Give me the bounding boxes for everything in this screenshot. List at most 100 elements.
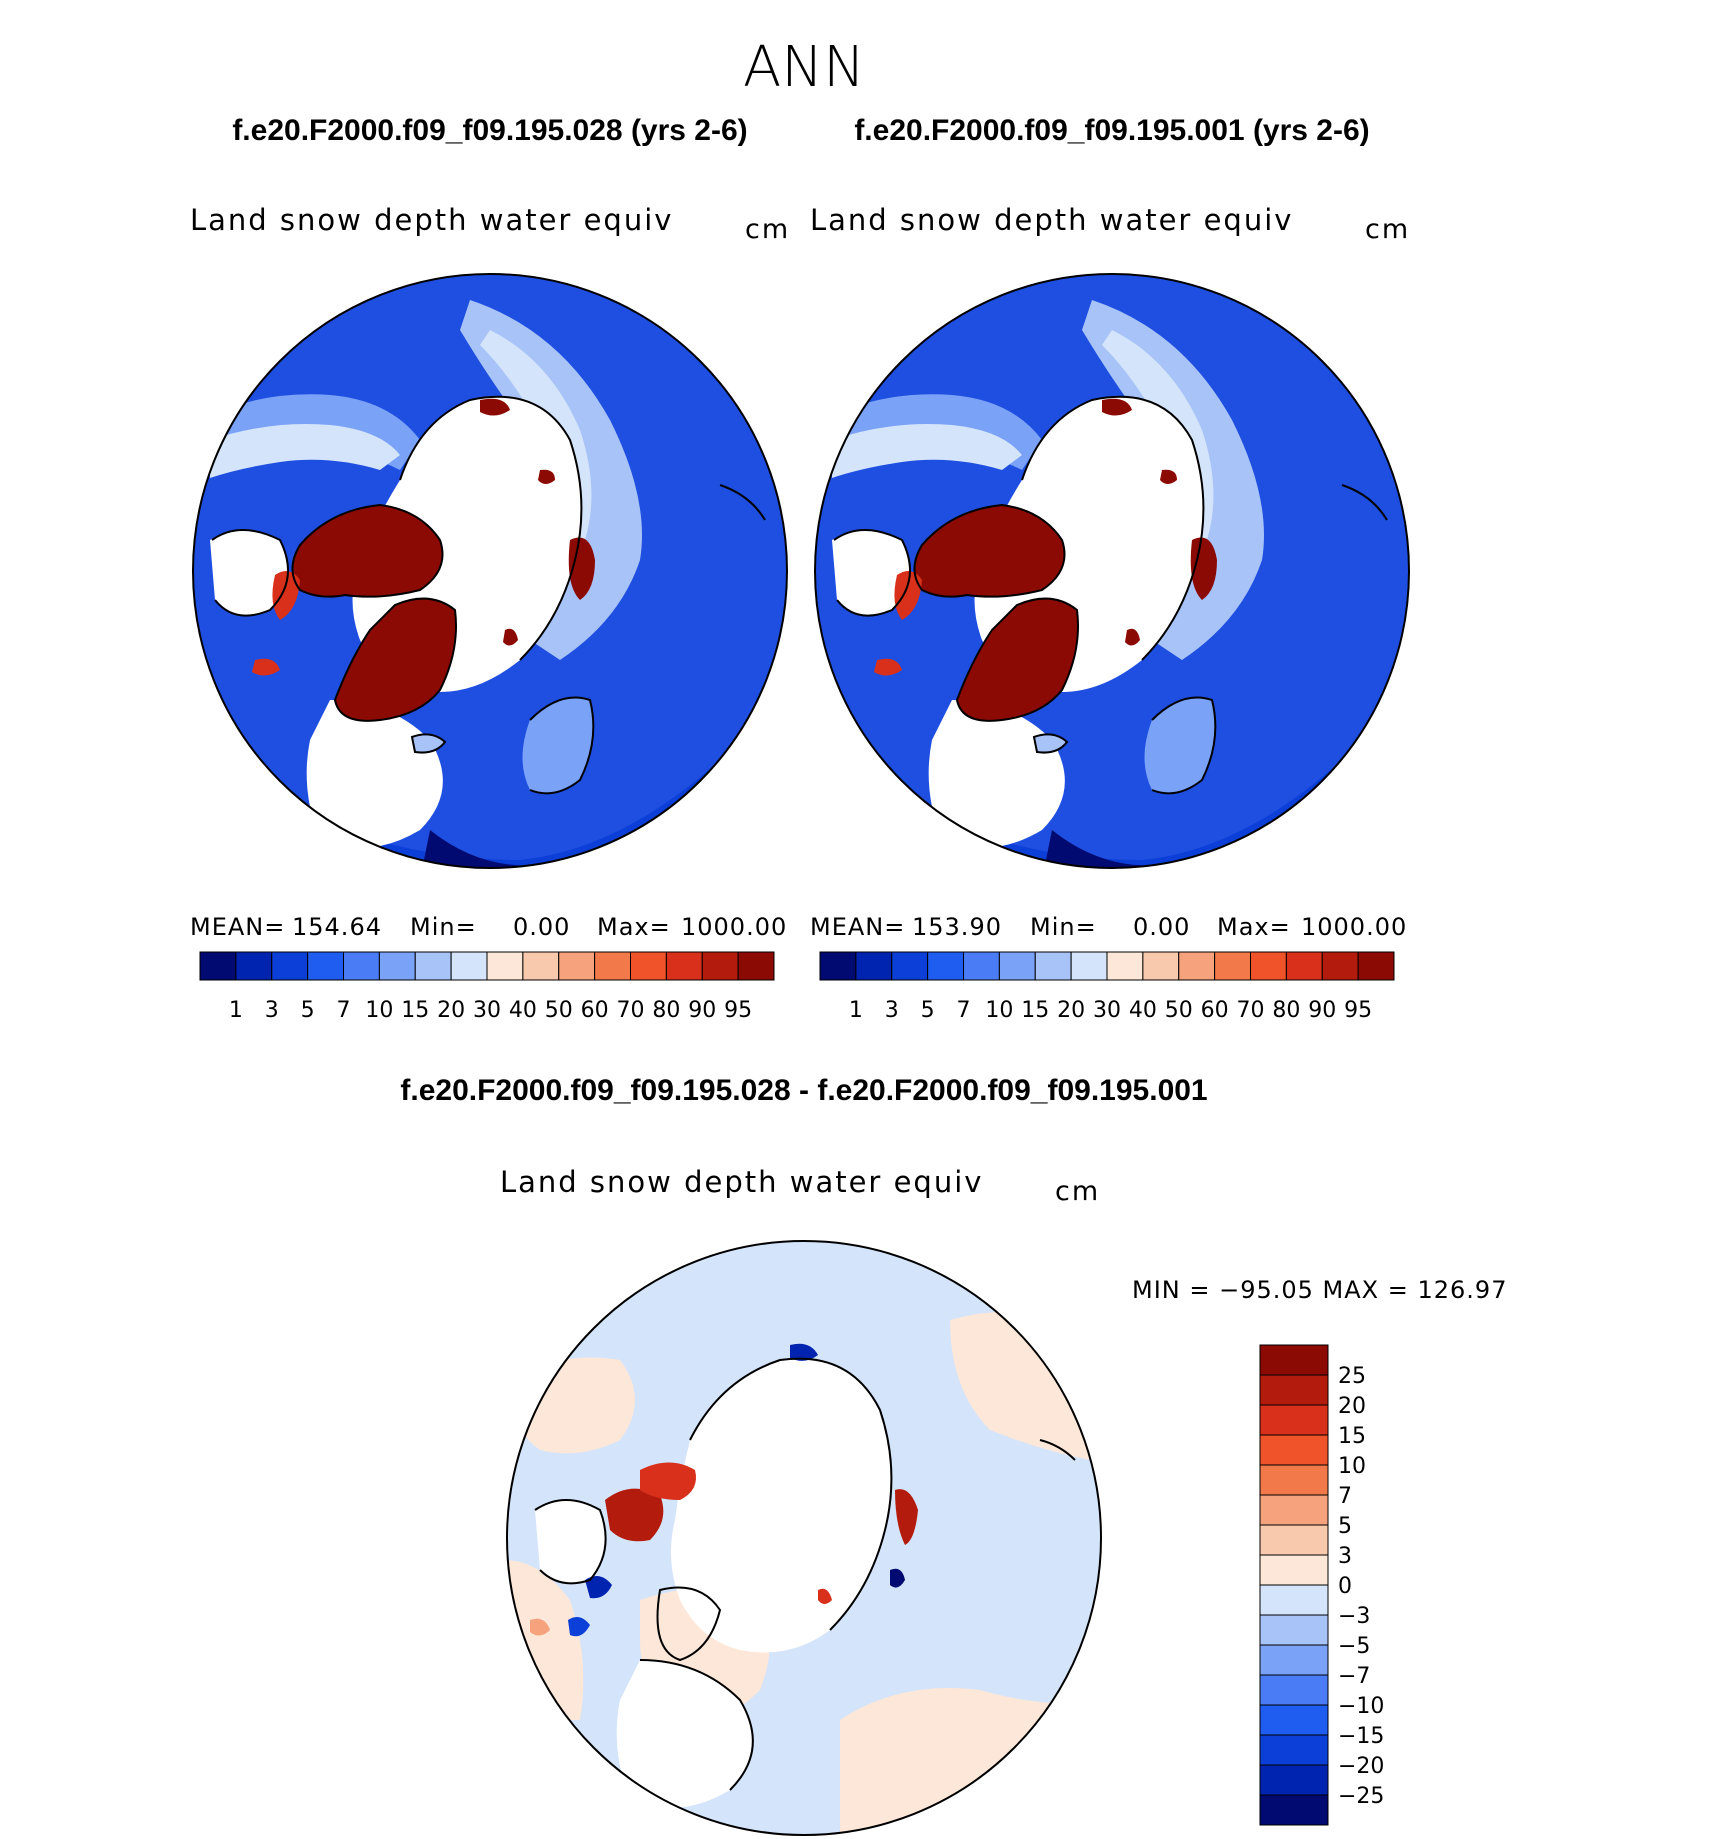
colorbar-1-swatch	[414, 951, 452, 981]
map-panel-1-field	[193, 274, 787, 868]
colorbar-2-tick-label: 1	[849, 998, 863, 1023]
colorbar-1-swatch	[522, 951, 560, 981]
colorbar-2-tick-label: 60	[1201, 998, 1229, 1023]
map-panel-2-coastlines	[833, 395, 1388, 795]
map-panel-2	[814, 273, 1410, 869]
panel-1-variable-label: Land snow depth water equiv	[190, 203, 673, 237]
colorbar-diff-swatch	[1259, 1404, 1329, 1436]
colorbar-1-swatch	[343, 951, 380, 981]
colorbar-diff-swatch	[1259, 1644, 1329, 1676]
colorbar-2-tick-label: 20	[1057, 998, 1085, 1023]
colorbar-1-swatch	[378, 951, 416, 981]
panel-2-max-label: Max=	[1217, 913, 1291, 941]
colorbar-1-swatch	[558, 951, 596, 981]
diff-units-label: cm	[1055, 1176, 1100, 1207]
colorbar-diff-swatch	[1259, 1704, 1329, 1736]
colorbar-diff-swatch	[1259, 1434, 1329, 1466]
colorbar-2-tick-label: 95	[1344, 998, 1372, 1023]
panel-2-units-label: cm	[1365, 214, 1410, 245]
map-panel-diff-coastlines	[534, 1357, 1076, 1791]
colorbar-2-swatch	[855, 951, 893, 981]
colorbar-diff-tick-label: 3	[1338, 1544, 1352, 1569]
colorbar-1-swatch	[235, 951, 273, 981]
colorbar-2-swatch	[1178, 951, 1216, 981]
map-panel-1	[192, 273, 788, 869]
colorbar-1-tick-label: 15	[401, 998, 429, 1023]
colorbar-2-tick-label: 3	[885, 998, 899, 1023]
colorbar-1-tick-label: 50	[545, 998, 573, 1023]
colorbar-diff-tick-label: 10	[1338, 1454, 1366, 1479]
colorbar-1-swatch	[450, 951, 488, 981]
colorbar-2-swatch	[1142, 951, 1180, 981]
colorbar-diff-swatch	[1259, 1674, 1329, 1706]
colorbar-2-tick-label: 50	[1165, 998, 1193, 1023]
colorbar-panel-2: 1 3 5 7 10 15 20 30 40 50 60 70 80 90 95	[819, 951, 1395, 1023]
panel-1-max-label: Max=	[597, 913, 671, 941]
colorbar-diff-tick-label: 20	[1338, 1394, 1366, 1419]
map-panel-diff	[506, 1240, 1102, 1836]
panel-2-mean-label: MEAN=	[810, 913, 905, 941]
panel-1-mean-label: MEAN=	[190, 913, 285, 941]
colorbar-2-swatch	[1357, 951, 1395, 981]
panel-2-min-value: 0.00	[1133, 913, 1190, 941]
colorbar-diff-tick-label: −25	[1338, 1784, 1384, 1809]
colorbar-diff-tick-label: −3	[1338, 1604, 1370, 1629]
colorbar-diff-tick-label: −20	[1338, 1754, 1384, 1779]
colorbar-2-tick-label: 40	[1129, 998, 1157, 1023]
colorbar-1-tick-label: 80	[652, 998, 680, 1023]
colorbar-1-tick-label: 10	[365, 998, 393, 1023]
colorbar-diff-swatch	[1259, 1524, 1329, 1556]
figure-title: ANN	[743, 35, 865, 100]
colorbar-2-swatch	[963, 951, 1000, 981]
colorbar-diff-tick-label: 15	[1338, 1424, 1366, 1449]
colorbar-1-swatch	[307, 951, 344, 981]
colorbar-1-tick-label: 5	[301, 998, 315, 1023]
colorbar-1-tick-label: 30	[473, 998, 501, 1023]
colorbar-diff-swatch	[1259, 1374, 1329, 1406]
panel-2-min-label: Min=	[1030, 913, 1097, 941]
colorbar-diff-swatch	[1259, 1734, 1329, 1766]
colorbar-1-swatch	[665, 951, 703, 981]
panel-2-mean-value: 153.90	[912, 913, 1002, 941]
colorbar-2-swatch	[1250, 951, 1287, 981]
colorbar-1-tick-label: 60	[581, 998, 609, 1023]
panel-1-min-label: Min=	[410, 913, 477, 941]
colorbar-diff-tick-label: 5	[1338, 1514, 1352, 1539]
colorbar-diff-swatch	[1259, 1554, 1329, 1586]
colorbar-panel-1: 1 3 5 7 10 15 20 30 40 50 60 70 80 90 95	[199, 951, 775, 1023]
colorbar-2-swatch	[891, 951, 929, 981]
colorbar-1-swatch	[701, 951, 739, 981]
colorbar-1-swatch	[271, 951, 309, 981]
colorbar-diff-swatch	[1259, 1464, 1329, 1496]
colorbar-2-swatch	[1034, 951, 1072, 981]
colorbar-1-tick-label: 95	[724, 998, 752, 1023]
colorbar-2-swatch	[819, 951, 857, 981]
colorbar-diff-swatch	[1259, 1344, 1329, 1376]
colorbar-1-tick-label: 40	[509, 998, 537, 1023]
colorbar-2-tick-label: 10	[985, 998, 1013, 1023]
colorbar-1-tick-label: 7	[337, 998, 351, 1023]
colorbar-2-swatch	[1285, 951, 1323, 981]
colorbar-2-tick-label: 7	[957, 998, 971, 1023]
colorbar-2-tick-label: 90	[1308, 998, 1336, 1023]
colorbar-2-swatch	[1321, 951, 1359, 981]
colorbar-diff-swatch	[1259, 1764, 1329, 1796]
colorbar-2-tick-label: 70	[1237, 998, 1265, 1023]
panel-2-case-title: f.e20.F2000.f09_f09.195.001 (yrs 2-6)	[854, 114, 1369, 147]
colorbar-2-swatch	[927, 951, 964, 981]
panel-1-min-value: 0.00	[513, 913, 570, 941]
colorbar-diff-swatch	[1259, 1494, 1329, 1526]
colorbar-1-swatch	[630, 951, 667, 981]
colorbar-diff-swatch	[1259, 1614, 1329, 1646]
panel-1-case-title: f.e20.F2000.f09_f09.195.028 (yrs 2-6)	[232, 114, 747, 147]
colorbar-2-swatch	[998, 951, 1036, 981]
panel-1-max-value: 1000.00	[681, 913, 787, 941]
colorbar-1-swatch	[737, 951, 775, 981]
panel-1-mean-value: 154.64	[292, 913, 382, 941]
colorbar-diff-tick-label: 7	[1338, 1484, 1352, 1509]
colorbar-2-tick-label: 15	[1021, 998, 1049, 1023]
colorbar-diff-swatch	[1259, 1794, 1329, 1826]
colorbar-1-swatch	[486, 951, 524, 981]
colorbar-diff: 25 20 15 10 7 5 3 0 −3 −5 −7 −10 −15 −20 −25	[1259, 1344, 1384, 1826]
